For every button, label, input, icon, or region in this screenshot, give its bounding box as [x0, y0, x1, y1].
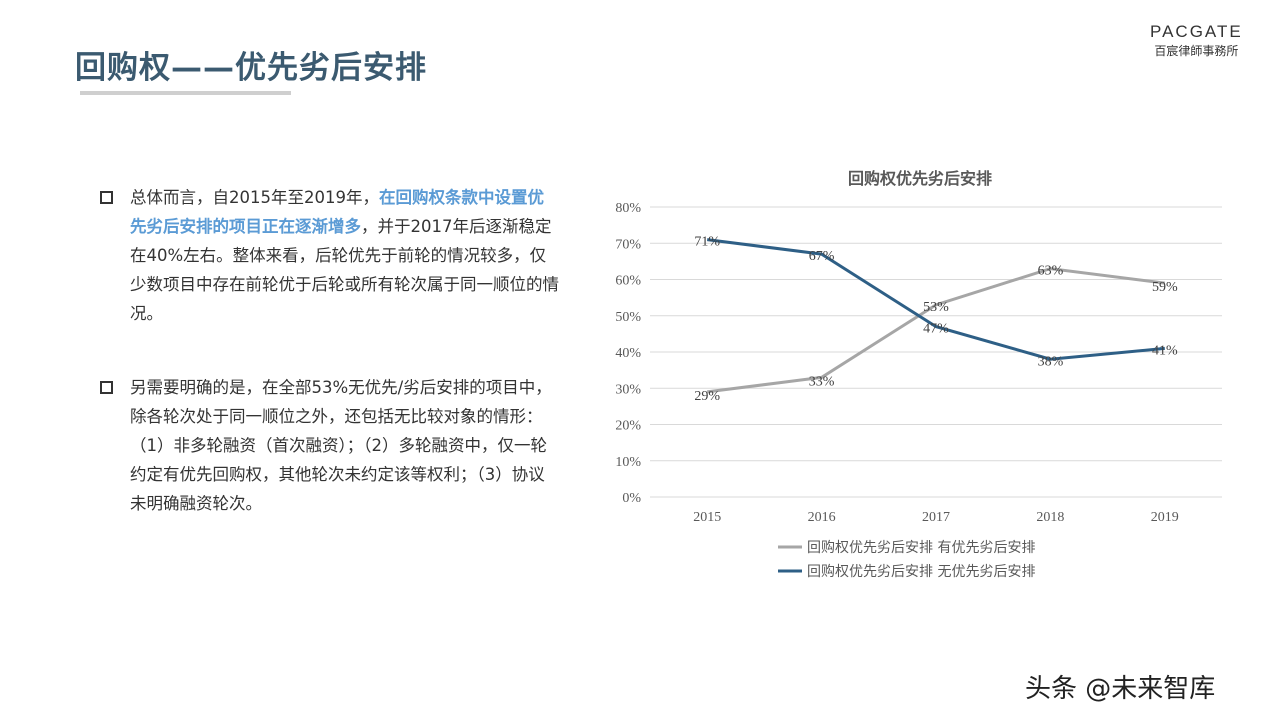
data-label: 53% [923, 300, 949, 315]
x-tick-label: 2019 [1151, 510, 1179, 525]
data-label: 71% [694, 235, 720, 250]
square-bullet-icon [100, 191, 113, 204]
y-tick-label: 30% [615, 382, 641, 397]
y-tick-label: 20% [615, 419, 641, 434]
y-tick-label: 80% [615, 201, 641, 216]
logo: PACGATE 百宸律師事務所 [1150, 22, 1243, 59]
page-title: 回购权——优先劣后安排 [75, 50, 427, 86]
y-tick-label: 0% [622, 491, 641, 506]
data-label: 38% [1038, 354, 1064, 369]
series-line-2 [707, 238, 1165, 361]
p2-text: 另需要明确的是，在全部53%无优先/劣后安排的项目中，除各轮次处于同一顺位之外，… [130, 378, 552, 513]
data-label: 33% [809, 374, 835, 389]
square-bullet-icon [100, 381, 113, 394]
p1-text: 总体而言，自2015年至2019年， [130, 188, 379, 207]
data-label: 47% [923, 322, 949, 337]
p1-text-end: ，并于2017年后逐渐稳定在40%左右。整体来看，后轮优先于前轮的情况较多，仅少… [130, 217, 559, 323]
y-tick-label: 70% [615, 237, 641, 252]
x-tick-label: 2016 [808, 510, 836, 525]
y-tick-label: 60% [615, 274, 641, 289]
data-label: 41% [1152, 343, 1178, 358]
data-label: 29% [694, 389, 720, 404]
legend-label: 回购权优先劣后安排 无优先劣后安排 [807, 564, 1035, 580]
x-tick-label: 2017 [922, 510, 950, 525]
chart-title: 回购权优先劣后安排 [848, 169, 992, 188]
paragraph-1: 总体而言，自2015年至2019年，在回购权条款中设置优先劣后安排的项目正在逐渐… [100, 183, 560, 328]
paragraph-2: 另需要明确的是，在全部53%无优先/劣后安排的项目中，除各轮次处于同一顺位之外，… [100, 373, 560, 518]
legend-label: 回购权优先劣后安排 有优先劣后安排 [807, 540, 1035, 556]
x-tick-label: 2018 [1036, 510, 1064, 525]
p1-highlight: 在回购权条款中设置优先劣后安排的项目正在逐渐增多 [130, 188, 544, 236]
y-tick-label: 10% [615, 455, 641, 470]
logo-en: PACGATE [1150, 22, 1243, 41]
data-label: 63% [1038, 264, 1064, 279]
title-underline [80, 91, 291, 95]
series-line-1 [707, 267, 1165, 394]
data-label: 67% [809, 249, 835, 264]
logo-cn: 百宸律師事務所 [1154, 44, 1239, 58]
data-label: 59% [1152, 280, 1178, 295]
y-tick-label: 40% [615, 346, 641, 361]
watermark: 头条 @未来智库 [1025, 674, 1216, 704]
x-tick-label: 2015 [693, 510, 721, 525]
y-tick-label: 50% [615, 310, 641, 325]
